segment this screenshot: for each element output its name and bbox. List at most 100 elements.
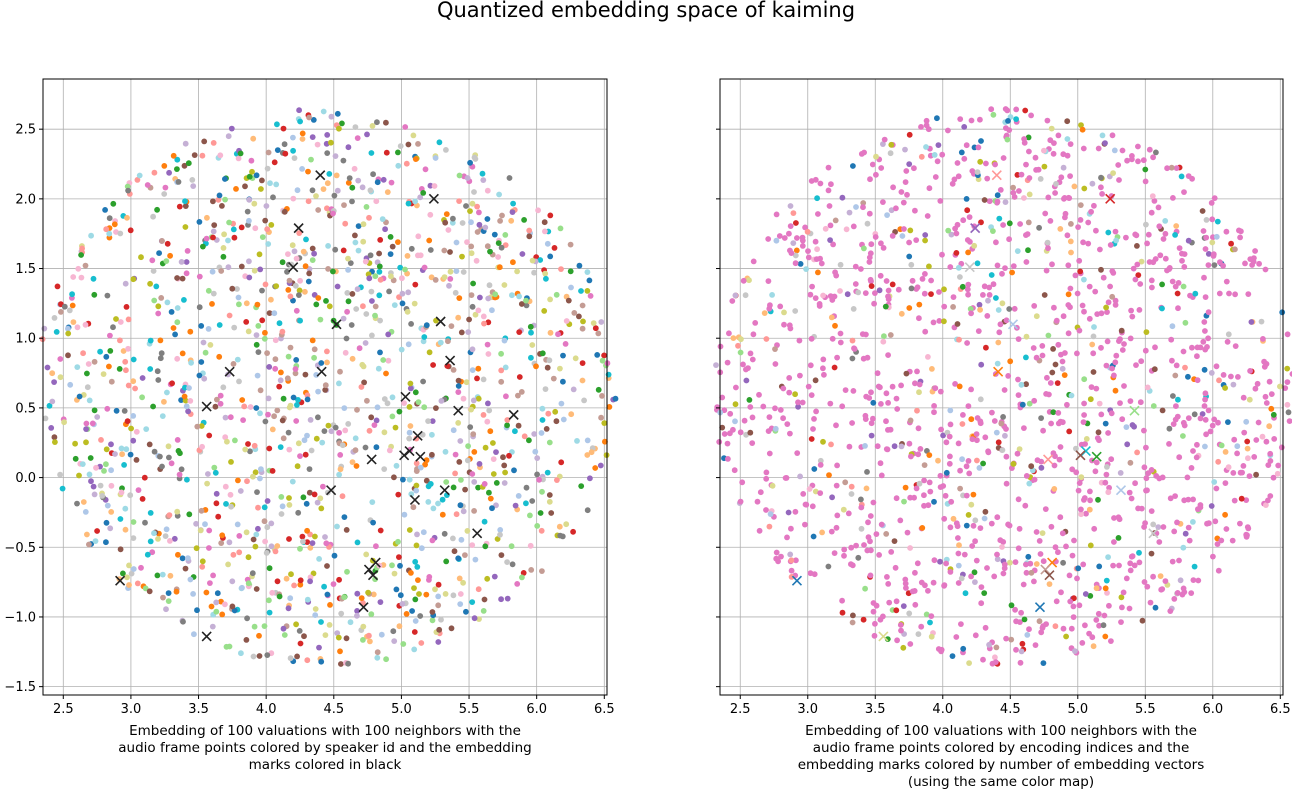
audio-point — [1137, 281, 1143, 287]
audio-point — [183, 141, 189, 147]
audio-point — [253, 544, 259, 550]
audio-point — [149, 257, 155, 263]
audio-point — [395, 539, 401, 545]
audio-point — [366, 215, 372, 221]
audio-point — [1218, 538, 1224, 544]
audio-point — [124, 304, 130, 310]
audio-point — [787, 552, 793, 558]
audio-point — [367, 428, 373, 434]
audio-point — [236, 301, 242, 307]
audio-point — [540, 406, 546, 412]
audio-point — [163, 185, 169, 191]
audio-point — [246, 580, 252, 586]
audio-point — [820, 293, 826, 299]
audio-point — [571, 310, 577, 316]
audio-point — [303, 263, 309, 269]
audio-point — [57, 472, 63, 478]
audio-point — [713, 362, 719, 368]
audio-point — [94, 414, 100, 420]
audio-point — [81, 499, 87, 505]
audio-point — [184, 477, 190, 483]
audio-point — [118, 319, 124, 325]
audio-point — [919, 580, 925, 586]
audio-point — [956, 551, 962, 557]
audio-point — [469, 599, 475, 605]
audio-point — [315, 207, 321, 213]
audio-point — [855, 290, 861, 296]
audio-point — [792, 308, 798, 314]
audio-point — [287, 405, 293, 411]
audio-point — [820, 439, 826, 445]
audio-point — [1065, 232, 1071, 238]
audio-point — [93, 538, 99, 544]
audio-point — [254, 586, 260, 592]
audio-point — [1164, 268, 1170, 274]
audio-point — [558, 226, 564, 232]
audio-point — [209, 301, 215, 307]
audio-point — [1004, 108, 1010, 114]
audio-point — [131, 566, 137, 572]
audio-point — [238, 488, 244, 494]
audio-point — [767, 451, 773, 457]
x-tick-label-left-8: 6.5 — [594, 702, 615, 717]
audio-point — [1045, 118, 1051, 124]
audio-point — [1247, 473, 1253, 479]
audio-point — [1091, 369, 1097, 375]
audio-point — [1253, 472, 1259, 478]
audio-point — [451, 367, 457, 373]
audio-point — [364, 132, 370, 138]
audio-point — [206, 326, 212, 332]
audio-point — [921, 492, 927, 498]
audio-point — [1134, 262, 1140, 268]
audio-point — [155, 536, 161, 542]
audio-point — [1021, 425, 1027, 431]
audio-point — [1105, 230, 1111, 236]
audio-point — [344, 635, 350, 641]
audio-point — [132, 386, 138, 392]
audio-point — [999, 271, 1005, 277]
audio-point — [545, 411, 551, 417]
audio-point — [1106, 603, 1112, 609]
audio-point — [252, 443, 258, 449]
audio-point — [315, 142, 321, 148]
audio-point — [415, 577, 421, 583]
audio-point — [1067, 573, 1073, 579]
audio-point — [950, 304, 956, 310]
audio-point — [994, 552, 1000, 558]
audio-point — [80, 350, 86, 356]
audio-point — [961, 124, 967, 130]
audio-point — [1148, 600, 1154, 606]
audio-point — [884, 574, 890, 580]
audio-point — [497, 264, 503, 270]
audio-point — [52, 439, 58, 445]
audio-point — [242, 447, 248, 453]
audio-point — [784, 535, 790, 541]
audio-point — [174, 509, 180, 515]
audio-point — [894, 396, 900, 402]
audio-point — [204, 481, 210, 487]
audio-point — [1269, 391, 1275, 397]
audio-point — [841, 553, 847, 559]
audio-point — [1016, 392, 1022, 398]
audio-point — [302, 289, 308, 295]
audio-point — [194, 424, 200, 430]
audio-point — [250, 570, 256, 576]
audio-point — [534, 455, 540, 461]
audio-point — [972, 579, 978, 585]
audio-point — [1068, 221, 1074, 227]
audio-point — [829, 315, 835, 321]
audio-point — [959, 576, 965, 582]
audio-point — [1117, 516, 1123, 522]
audio-point — [273, 337, 279, 343]
audio-point — [175, 437, 181, 443]
audio-point — [250, 474, 256, 480]
audio-point — [487, 282, 493, 288]
audio-point — [408, 570, 414, 576]
audio-point — [964, 340, 970, 346]
audio-point — [430, 362, 436, 368]
audio-point — [395, 150, 401, 156]
audio-point — [570, 529, 576, 535]
audio-point — [811, 416, 817, 422]
audio-point — [394, 463, 400, 469]
audio-point — [240, 417, 246, 423]
